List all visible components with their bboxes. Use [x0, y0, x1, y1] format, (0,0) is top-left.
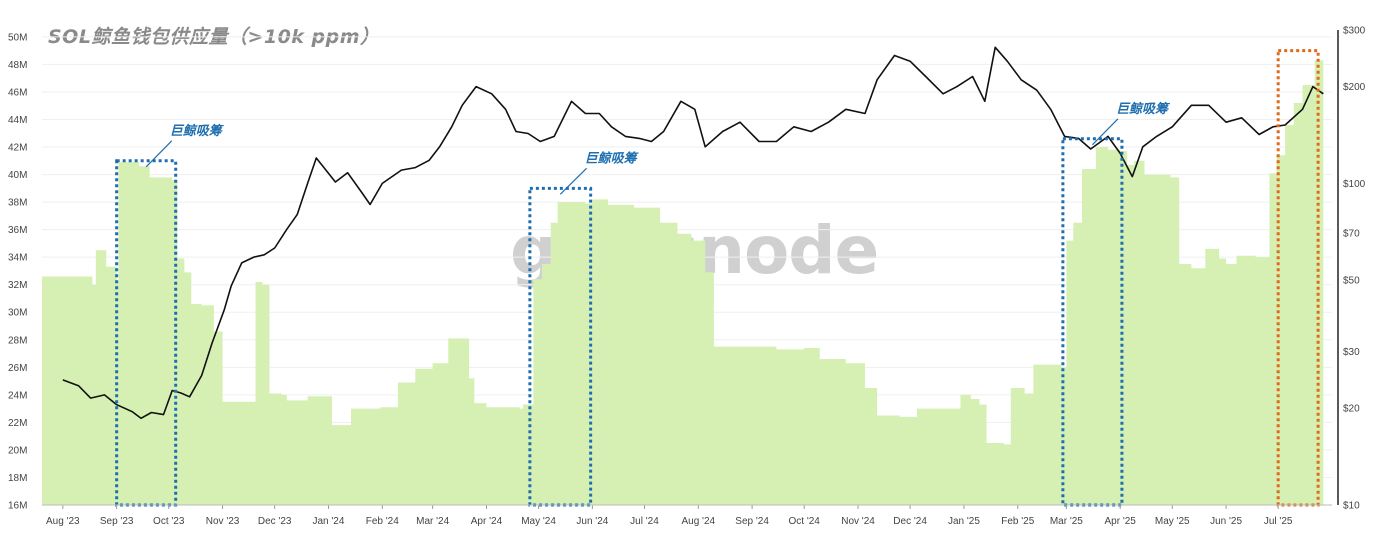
y-right-tick-label: $70 [1343, 229, 1360, 240]
area-layer [42, 54, 1324, 506]
y-left-tick-label: 34M [8, 253, 27, 264]
y-right-tick-label: $10 [1343, 501, 1360, 512]
x-tick-label: Jan '25 [948, 516, 980, 527]
x-tick-label: Mar '24 [416, 516, 449, 527]
y-left-tick-label: 24M [8, 390, 27, 401]
axis-layer: 16M 18M 20M 22M 24M 26M 28M 30M 32M 34M 36M 38M 40M 4… [8, 26, 1366, 528]
x-tick-label: Aug '24 [681, 516, 715, 527]
x-tick-label: Sep '23 [100, 516, 134, 527]
x-tick-label: Apr '24 [471, 516, 503, 527]
y-left-tick-label: 48M [8, 60, 27, 71]
y-right-tick-label: $200 [1343, 82, 1366, 93]
annotation-box [528, 186, 593, 507]
x-tick-label: Oct '24 [789, 516, 821, 527]
annotation-box [1061, 137, 1124, 507]
y-left-tick-label: 44M [8, 115, 27, 126]
y-left-tick-label: 20M [8, 445, 27, 456]
y-left-tick-label: 40M [8, 170, 27, 181]
x-tick-label: Nov '23 [206, 516, 240, 527]
whale-supply-area [42, 54, 1324, 506]
y-left-tick-label: 42M [8, 143, 27, 154]
y-right-tick-label: $300 [1343, 26, 1366, 37]
x-tick-label: Nov '24 [841, 516, 875, 527]
x-tick-label: Jan '24 [313, 516, 345, 527]
y-left-tick-label: 22M [8, 418, 27, 429]
y-right-tick-label: $100 [1343, 179, 1366, 190]
x-tick-label: Mar '25 [1050, 516, 1083, 527]
annotation-label: 巨鲸吸筹 [1116, 101, 1171, 117]
annotation-arrow [559, 167, 587, 195]
y-right-tick-label: $30 [1343, 347, 1360, 358]
x-tick-label: Jul '25 [1264, 516, 1293, 527]
y-left-tick-label: 16M [8, 501, 27, 512]
y-left-tick-label: 36M [8, 225, 27, 236]
annotation-label: 巨鲸吸筹 [585, 150, 640, 166]
annotation-label: 巨鲸吸筹 [170, 123, 225, 139]
y-left-tick-label: 28M [8, 335, 27, 346]
x-tick-label: May '24 [521, 516, 556, 527]
x-tick-label: Feb '25 [1001, 516, 1034, 527]
annotation-arrow [1091, 118, 1119, 146]
y-left-tick-label: 26M [8, 363, 27, 374]
x-tick-label: Aug '23 [46, 516, 80, 527]
y-left-tick-label: 32M [8, 280, 27, 291]
x-tick-label: Jun '25 [1210, 516, 1242, 527]
y-left-tick-label: 46M [8, 87, 27, 98]
x-tick-label: Jul '24 [630, 516, 659, 527]
y-left-tick-label: 30M [8, 308, 27, 319]
annotation-box [1276, 49, 1320, 507]
y-left-tick-label: 18M [8, 473, 27, 484]
annotation-arrow [145, 140, 173, 168]
y-right-tick-label: $20 [1343, 404, 1360, 415]
x-tick-label: Oct '23 [153, 516, 185, 527]
x-tick-label: Dec '23 [258, 516, 292, 527]
x-tick-label: Sep '24 [735, 516, 769, 527]
y-right-tick-label: $50 [1343, 276, 1360, 287]
y-left-tick-label: 38M [8, 198, 27, 209]
y-left-tick-label: 50M [8, 32, 27, 43]
sol-price-line [62, 46, 1324, 420]
x-tick-label: Apr '25 [1104, 516, 1136, 527]
x-tick-label: May '25 [1155, 516, 1190, 527]
x-tick-label: Feb '24 [366, 516, 399, 527]
x-tick-label: Jun '24 [576, 516, 608, 527]
line-layer [62, 46, 1324, 420]
x-tick-label: Dec '24 [893, 516, 927, 527]
